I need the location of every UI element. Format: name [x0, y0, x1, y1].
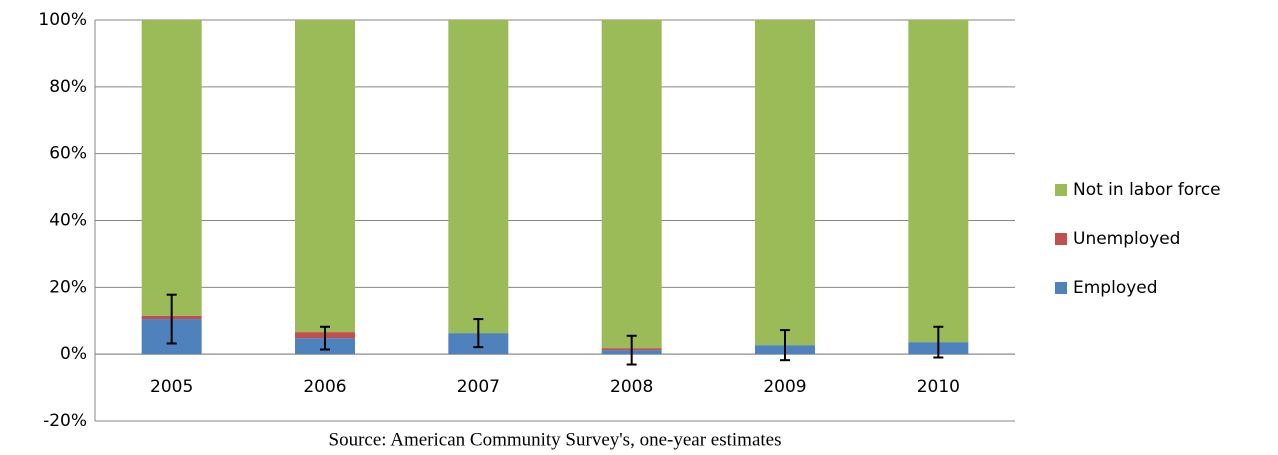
x-tick-label: 2008 — [610, 377, 653, 397]
x-tick-label: 2010 — [917, 377, 960, 397]
legend-swatch — [1055, 233, 1067, 245]
error-bar — [626, 334, 637, 366]
y-tick-label: -20% — [43, 411, 87, 431]
y-tick-label: 0% — [60, 344, 87, 364]
bar-segment — [908, 20, 969, 343]
bar-segment — [448, 20, 509, 334]
legend-label: Employed — [1073, 278, 1158, 298]
error-bar — [473, 318, 484, 349]
error-bar — [320, 325, 330, 351]
x-tick-label: 2009 — [763, 377, 806, 397]
y-tick-label: 40% — [49, 211, 87, 231]
bar-segment — [141, 20, 202, 316]
error-bar — [780, 329, 790, 362]
bar-segment — [755, 20, 815, 346]
error-bar — [933, 325, 944, 359]
error-bar — [166, 293, 177, 345]
legend-label: Unemployed — [1073, 229, 1180, 249]
y-tick-label: 60% — [49, 144, 87, 164]
y-tick-label: 80% — [49, 77, 87, 97]
legend-label: Not in labor force — [1073, 180, 1221, 200]
x-tick-label: 2006 — [303, 377, 346, 397]
bar-segment — [295, 20, 355, 333]
legend-swatch — [1055, 282, 1067, 294]
x-tick-label: 2005 — [150, 377, 193, 397]
y-tick-label: 20% — [49, 277, 87, 297]
caption: Source: American Community Survey's, one… — [329, 429, 782, 450]
legend-swatch — [1055, 184, 1067, 196]
x-tick-label: 2007 — [457, 377, 500, 397]
y-tick-label: 100% — [38, 10, 87, 30]
bar-segment — [601, 20, 662, 349]
